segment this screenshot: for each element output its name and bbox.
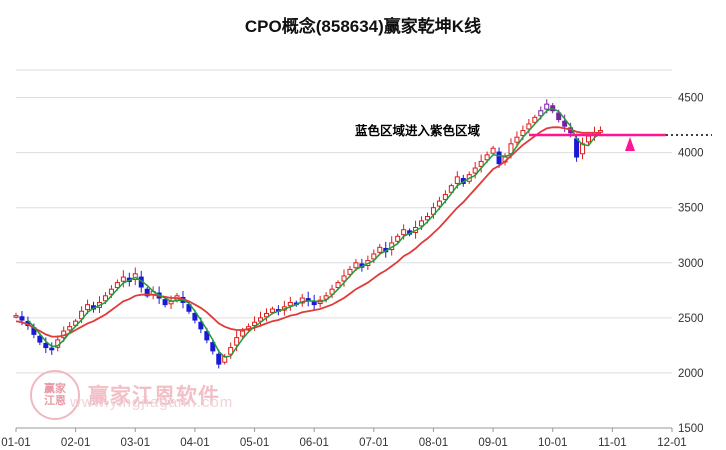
candle-body — [436, 200, 442, 207]
candle-body — [49, 347, 55, 351]
candle-body — [496, 151, 502, 165]
candle-body — [114, 282, 120, 289]
candle-body — [198, 321, 204, 330]
moving-average-green-line — [27, 107, 601, 358]
candle-body — [556, 112, 562, 121]
candle-body — [216, 353, 222, 365]
candle-body — [520, 130, 526, 137]
candle-body — [120, 276, 126, 282]
candle-body — [299, 297, 305, 304]
candle-body — [67, 326, 73, 331]
candle-body — [335, 282, 341, 289]
candle-body — [514, 136, 520, 143]
candle-body — [448, 185, 454, 193]
candle-body — [228, 347, 234, 355]
candle-body — [13, 315, 19, 318]
x-axis-tick-label: 07-01 — [359, 437, 388, 449]
candle-body — [341, 275, 347, 282]
y-axis-tick-label: 2000 — [678, 368, 704, 380]
candle-body — [347, 268, 353, 275]
y-axis-tick-label: 2500 — [678, 313, 704, 325]
candle-body — [538, 110, 544, 117]
x-axis-tick-label: 01-01 — [1, 437, 30, 449]
y-axis-tick-label: 3500 — [678, 203, 704, 215]
candle-body — [562, 120, 568, 127]
candle-body — [19, 316, 25, 321]
candle-body — [37, 335, 43, 343]
candle-body — [305, 298, 311, 301]
y-axis-tick-label: 4000 — [678, 148, 704, 160]
x-axis-tick-label: 06-01 — [299, 437, 328, 449]
moving-average-red-line — [15, 126, 601, 338]
x-axis-tick-label: 12-01 — [657, 437, 686, 449]
x-axis-tick-label: 03-01 — [121, 437, 150, 449]
candle-body — [269, 308, 275, 313]
candle-body — [132, 273, 138, 281]
candle-body — [186, 304, 192, 312]
y-axis-tick-label: 4500 — [678, 93, 704, 105]
candle-body — [454, 176, 460, 184]
x-axis-tick-label: 11-01 — [598, 437, 627, 449]
candle-body — [586, 135, 592, 143]
candle-body — [234, 337, 240, 346]
candle-body — [490, 147, 496, 154]
annotation-up-arrow-icon — [625, 136, 635, 151]
y-axis-tick-label: 1500 — [678, 423, 704, 435]
candle-body — [484, 154, 490, 161]
candle-body — [240, 330, 246, 337]
candle-body — [85, 304, 91, 311]
candle-body — [371, 253, 377, 260]
candle-body — [144, 288, 150, 297]
candle-body — [532, 116, 538, 123]
candle-body — [102, 295, 108, 302]
candle-body — [526, 123, 532, 130]
candle-body — [210, 342, 216, 352]
candle-body — [258, 317, 264, 322]
candle-body — [395, 235, 401, 242]
x-axis-tick-label: 08-01 — [419, 437, 448, 449]
candle-body — [544, 103, 550, 110]
x-axis-tick-label: 09-01 — [478, 437, 507, 449]
candle-body — [401, 229, 407, 236]
candle-body — [597, 130, 603, 133]
candle-body — [442, 193, 448, 200]
candle-group — [13, 99, 603, 369]
candle-body — [472, 167, 478, 174]
chart-annotation-label: 蓝色区域进入紫色区域 — [355, 124, 481, 138]
candle-body — [353, 262, 359, 269]
x-axis-tick-label: 04-01 — [180, 437, 209, 449]
candle-body — [204, 331, 210, 341]
candle-body — [424, 216, 430, 221]
candle-body — [252, 321, 258, 327]
chart-title: CPO概念(858634)赢家乾坤K线 — [244, 17, 482, 36]
candle-body — [574, 138, 580, 158]
x-axis-tick-label: 10-01 — [538, 437, 567, 449]
candle-body — [377, 246, 383, 253]
candle-body — [162, 299, 168, 306]
candle-body — [43, 342, 49, 349]
candle-body — [323, 295, 329, 300]
y-axis-tick-label: 3000 — [678, 258, 704, 270]
candle-body — [478, 160, 484, 167]
candle-body — [192, 312, 198, 321]
candle-body — [263, 312, 269, 318]
x-axis-tick-label: 02-01 — [61, 437, 90, 449]
candle-body — [287, 301, 293, 307]
x-axis-tick-label: 05-01 — [240, 437, 269, 449]
candle-body — [108, 288, 114, 295]
candle-body — [419, 220, 425, 227]
